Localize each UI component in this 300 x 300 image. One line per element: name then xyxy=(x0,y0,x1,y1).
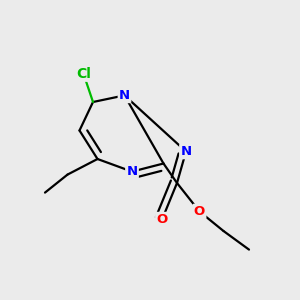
Text: N: N xyxy=(119,89,130,102)
Text: O: O xyxy=(194,205,205,218)
Text: N: N xyxy=(126,165,138,178)
Text: O: O xyxy=(156,213,168,226)
Text: N: N xyxy=(180,145,192,158)
Text: Cl: Cl xyxy=(76,67,91,80)
